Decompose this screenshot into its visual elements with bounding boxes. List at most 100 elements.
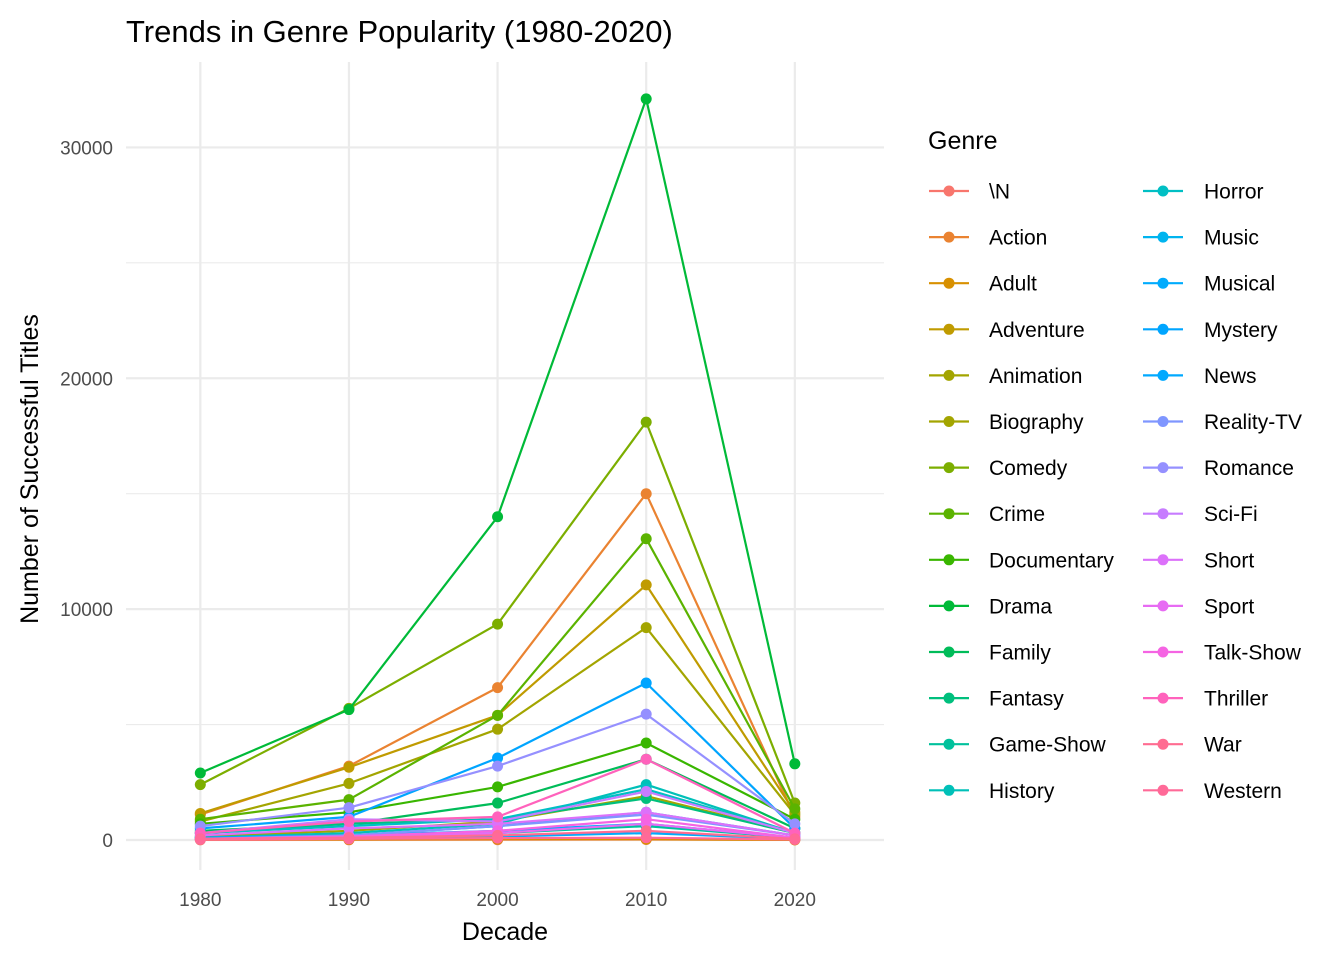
legend-label: Family (989, 642, 1051, 665)
legend-label: Musical (1204, 273, 1275, 296)
legend-item: \N (929, 181, 1010, 204)
data-point (640, 737, 652, 749)
legend-item: Adult (929, 273, 1037, 296)
legend-key-point (943, 508, 955, 520)
legend-label: Sci-Fi (1204, 503, 1258, 526)
data-point (640, 488, 652, 500)
legend-items: \N Action Adult Adventure Animation Biography… (929, 181, 1302, 803)
legend-label: Short (1204, 549, 1254, 572)
data-point (640, 708, 652, 720)
data-point (789, 834, 801, 846)
legend-label: Game-Show (989, 734, 1107, 757)
data-point (343, 777, 355, 789)
legend-label: Mystery (1204, 319, 1278, 342)
data-point (640, 93, 652, 105)
legend-label: Fantasy (989, 688, 1064, 711)
legend-label: Drama (989, 595, 1052, 618)
y-tick-label: 20000 (60, 369, 113, 390)
legend-label: Romance (1204, 457, 1294, 480)
data-point (640, 579, 652, 591)
data-point (343, 802, 355, 814)
legend-key-point (1157, 646, 1169, 658)
legend-key-point (943, 554, 955, 566)
legend-item: Short (1143, 549, 1254, 572)
data-point (492, 723, 504, 735)
data-point (789, 803, 801, 815)
data-point (640, 416, 652, 428)
legend-item: News (1143, 365, 1257, 388)
legend-item: History (929, 780, 1055, 803)
legend-item: Biography (929, 411, 1084, 434)
legend-key-point (1157, 462, 1169, 474)
legend-key-point (943, 692, 955, 704)
y-axis-ticks: 0 10000 20000 30000 (60, 138, 113, 852)
x-tick-label: 2010 (625, 890, 667, 911)
legend-key-point (943, 369, 955, 381)
legend-key-point (943, 646, 955, 658)
legend-item: Mystery (1143, 319, 1278, 342)
legend-item: Talk-Show (1143, 642, 1302, 665)
legend-key-point (1157, 323, 1169, 335)
data-point (640, 533, 652, 545)
legend-key-point (1157, 277, 1169, 289)
data-point (343, 833, 355, 845)
data-point (640, 813, 652, 825)
legend-label: Animation (989, 365, 1082, 388)
legend-key-point (1157, 738, 1169, 750)
data-point (343, 704, 355, 716)
legend-title: Genre (928, 127, 997, 155)
legend-item: Music (1143, 227, 1259, 250)
legend-key-point (943, 600, 955, 612)
series-group (194, 93, 801, 779)
legend-key-point (943, 277, 955, 289)
legend-item: Thriller (1143, 688, 1268, 711)
legend-label: Sport (1204, 595, 1254, 618)
data-point (492, 752, 504, 764)
legend-item: Adventure (929, 319, 1085, 342)
data-point (640, 832, 652, 844)
data-point (492, 781, 504, 793)
chart-title: Trends in Genre Popularity (1980-2020) (126, 14, 673, 49)
legend-label: Adult (989, 273, 1037, 296)
legend-label: War (1204, 734, 1242, 757)
series-layer (194, 93, 801, 846)
legend-key-point (1157, 600, 1169, 612)
data-point (640, 786, 652, 798)
data-point (492, 618, 504, 630)
legend-key-point (1157, 369, 1169, 381)
y-tick-label: 30000 (60, 138, 113, 159)
x-tick-label: 1990 (328, 890, 370, 911)
data-point (343, 816, 355, 828)
data-point (789, 818, 801, 830)
legend-key-point (943, 231, 955, 243)
legend-key-point (943, 784, 955, 796)
data-point (492, 511, 504, 523)
legend-item: Comedy (929, 457, 1068, 480)
data-point (640, 753, 652, 765)
legend-label: Biography (989, 411, 1084, 434)
legend-label: Documentary (989, 549, 1114, 572)
legend: Genre \N Action Adult Adventure Animation Bio… (928, 127, 1302, 803)
legend-key-point (1157, 508, 1169, 520)
data-point (492, 811, 504, 823)
x-tick-label: 2000 (476, 890, 518, 911)
legend-item: Sport (1143, 595, 1254, 618)
legend-key-point (1157, 784, 1169, 796)
data-point (492, 760, 504, 772)
legend-key-point (943, 462, 955, 474)
data-point (492, 832, 504, 844)
legend-key-point (943, 323, 955, 335)
legend-label: Action (989, 227, 1047, 250)
legend-item: War (1143, 734, 1242, 757)
legend-item: Reality-TV (1143, 411, 1302, 434)
y-tick-label: 10000 (60, 600, 113, 621)
data-point (343, 794, 355, 806)
x-tick-label: 1980 (179, 890, 221, 911)
legend-item: Fantasy (929, 688, 1064, 711)
series-group (194, 708, 801, 832)
legend-label: \N (989, 181, 1010, 204)
legend-item: Western (1143, 780, 1282, 803)
data-point (194, 779, 206, 791)
y-axis-title: Number of Successful Titles (16, 314, 44, 624)
